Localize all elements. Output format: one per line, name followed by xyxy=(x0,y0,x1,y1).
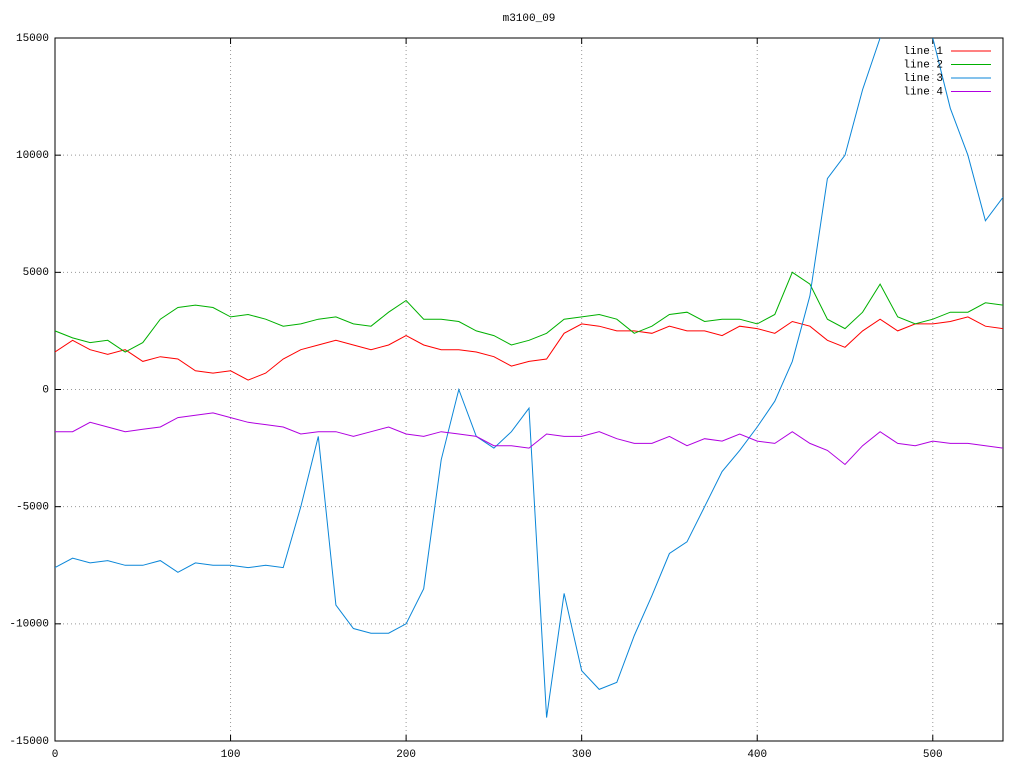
chart-title: m3100_09 xyxy=(503,13,556,25)
y-tick-label: 0 xyxy=(42,384,49,396)
plot-area xyxy=(55,38,1003,718)
legend-label: line 1 xyxy=(903,46,943,58)
series-line xyxy=(55,271,1003,353)
x-tick-label: 400 xyxy=(747,749,767,761)
series-line xyxy=(55,38,1003,718)
y-tick-label: 10000 xyxy=(16,150,49,162)
y-tick-label: -10000 xyxy=(9,619,49,631)
x-tick-label: 0 xyxy=(52,749,59,761)
legend-label: line 3 xyxy=(903,73,943,85)
y-tick-label: 15000 xyxy=(16,33,49,45)
series-line xyxy=(55,412,1003,466)
x-tick-label: 500 xyxy=(923,749,943,761)
plot-frame xyxy=(54,37,1004,742)
y-tick-label: -5000 xyxy=(16,502,49,514)
y-tick-label: -15000 xyxy=(9,736,49,748)
x-tick-label: 200 xyxy=(396,749,416,761)
legend-label: line 2 xyxy=(903,59,943,71)
legend-label: line 4 xyxy=(903,86,943,98)
x-tick-label: 100 xyxy=(221,749,241,761)
series-line xyxy=(55,316,1003,381)
y-tick-label: 5000 xyxy=(23,267,49,279)
x-tick-label: 300 xyxy=(572,749,592,761)
